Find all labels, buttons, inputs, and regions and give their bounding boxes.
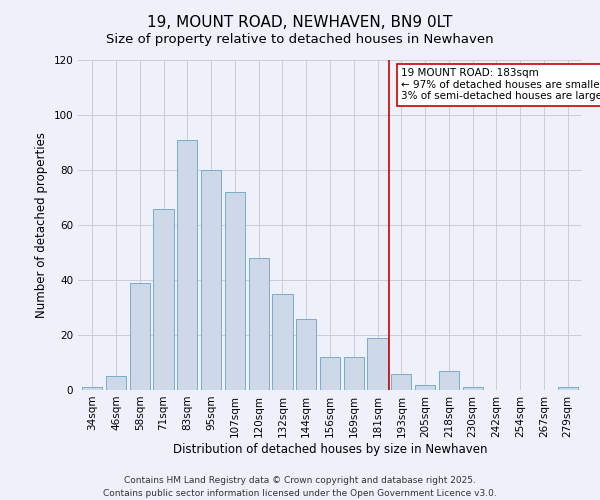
Text: 19, MOUNT ROAD, NEWHAVEN, BN9 0LT: 19, MOUNT ROAD, NEWHAVEN, BN9 0LT: [148, 15, 452, 30]
Bar: [201, 170, 221, 390]
Bar: [82, 387, 103, 390]
Bar: [344, 357, 364, 390]
Y-axis label: Number of detached properties: Number of detached properties: [35, 132, 48, 318]
Bar: [272, 294, 293, 390]
Text: 19 MOUNT ROAD: 183sqm
← 97% of detached houses are smaller (491)
3% of semi-deta: 19 MOUNT ROAD: 183sqm ← 97% of detached …: [401, 68, 600, 102]
Bar: [439, 371, 459, 390]
Bar: [225, 192, 245, 390]
Bar: [106, 376, 126, 390]
Bar: [463, 387, 483, 390]
Bar: [320, 357, 340, 390]
Bar: [154, 208, 173, 390]
Bar: [415, 384, 435, 390]
Bar: [367, 338, 388, 390]
Bar: [177, 140, 197, 390]
Bar: [296, 318, 316, 390]
Bar: [130, 283, 150, 390]
Text: Size of property relative to detached houses in Newhaven: Size of property relative to detached ho…: [106, 32, 494, 46]
X-axis label: Distribution of detached houses by size in Newhaven: Distribution of detached houses by size …: [173, 442, 487, 456]
Bar: [557, 387, 578, 390]
Bar: [391, 374, 412, 390]
Bar: [248, 258, 269, 390]
Text: Contains HM Land Registry data © Crown copyright and database right 2025.
Contai: Contains HM Land Registry data © Crown c…: [103, 476, 497, 498]
